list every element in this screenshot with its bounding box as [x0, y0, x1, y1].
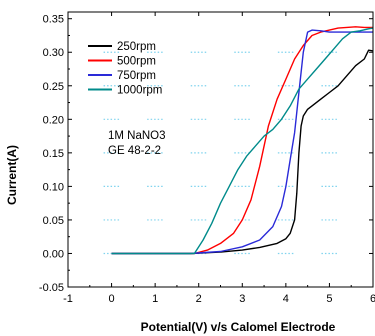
legend-label: 1000rpm: [117, 85, 162, 97]
x-tick-label: 1: [152, 293, 158, 305]
y-tick-label: 0.00: [43, 248, 64, 260]
y-tick-label: 0.35: [43, 14, 64, 26]
legend-label: 250rpm: [117, 41, 156, 53]
y-tick-label: 0.20: [43, 114, 64, 126]
legend-label: 750rpm: [117, 70, 156, 82]
y-axis-title: Current(A): [5, 145, 19, 205]
series-line-750rpm: [111, 29, 373, 255]
x-tick-label: 2: [196, 293, 202, 305]
y-tick-label: 0.15: [43, 148, 64, 160]
legend: 250rpm 500rpm 750rpm 1000rpm: [88, 41, 162, 97]
annotation-electrolyte: 1M NaNO3: [108, 130, 166, 142]
series-line-250rpm: [111, 49, 374, 255]
y-tick-label: 0.30: [43, 47, 64, 59]
y-tick-label: 0.25: [43, 81, 64, 93]
annotation-sample-id: GE 48-2-2: [108, 145, 161, 157]
series-line-1000rpm: [111, 27, 374, 255]
x-tick-label: 3: [239, 293, 245, 305]
series-line-500rpm: [111, 26, 373, 255]
x-tick-label: 0: [109, 293, 115, 305]
x-axis-title: Potential(V) v/s Calomel Electrode: [141, 320, 336, 334]
y-tick-label: 0.05: [43, 215, 64, 227]
x-axis-ticks: -1 0 1 2 3 4 5 6: [63, 12, 375, 305]
x-tick-label: -1: [63, 293, 73, 305]
x-tick-label: 6: [370, 293, 375, 305]
y-tick-label: -0.05: [39, 282, 64, 294]
series-layer: [111, 26, 374, 255]
legend-label: 500rpm: [117, 56, 156, 68]
x-tick-label: 4: [283, 293, 289, 305]
y-tick-label: 0.10: [43, 181, 64, 193]
x-tick-label: 5: [326, 293, 332, 305]
y-axis-ticks: -0.05 0.00 0.05 0.10 0.15 0.20 0.25 0.30 0.35: [39, 14, 373, 294]
